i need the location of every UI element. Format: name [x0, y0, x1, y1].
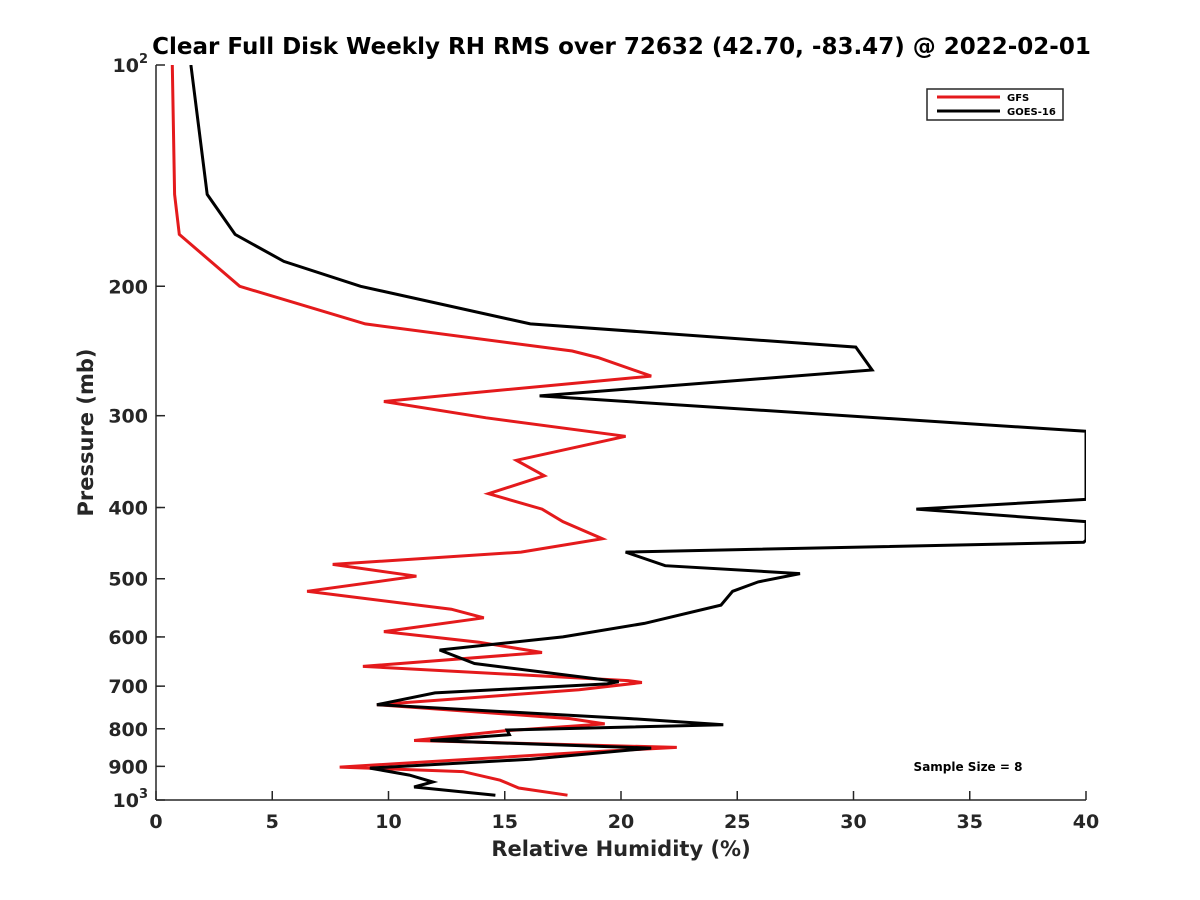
- x-tick-label: 0: [149, 811, 162, 833]
- y-tick-label: 102: [113, 52, 149, 77]
- x-axis-label: Relative Humidity (%): [491, 837, 750, 861]
- y-tick-label-exponent: 2: [139, 52, 148, 67]
- legend: GFS GOES-16: [926, 88, 1064, 121]
- y-axis-label: Pressure (mb): [74, 349, 98, 517]
- x-tick-label: 20: [608, 811, 634, 833]
- x-tick-label: 30: [840, 811, 866, 833]
- y-tick-label-base: 800: [108, 719, 148, 741]
- series-line-gfs: [170, 65, 677, 797]
- plot-area: [156, 65, 1086, 800]
- x-tick-label: 40: [1073, 811, 1099, 833]
- y-tick-label: 500: [108, 569, 148, 591]
- y-tick-label-base: 200: [108, 276, 148, 298]
- series-layer: [170, 65, 1086, 797]
- y-tick-label: 600: [108, 627, 148, 649]
- y-tick-label-base: 10: [113, 55, 139, 77]
- legend-entry-label: GOES-16: [1007, 107, 1056, 118]
- series-line-goes-16: [189, 65, 1086, 797]
- y-tick-label: 200: [108, 276, 148, 298]
- y-tick-label: 400: [108, 498, 148, 520]
- sample-size-annotation: Sample Size = 8: [914, 760, 1023, 774]
- y-tick-label-base: 700: [108, 676, 148, 698]
- chart-title: Clear Full Disk Weekly RH RMS over 72632…: [152, 34, 1091, 60]
- x-tick-label: 25: [724, 811, 750, 833]
- x-tick-label: 15: [492, 811, 518, 833]
- y-tick-label-base: 900: [108, 756, 148, 778]
- y-tick-label-base: 600: [108, 627, 148, 649]
- y-tick-label-base: 300: [108, 406, 148, 428]
- y-tick-label: 800: [108, 719, 148, 741]
- legend-entry-label: GFS: [1007, 93, 1029, 104]
- x-tick-label: 35: [957, 811, 983, 833]
- y-tick-label: 900: [108, 756, 148, 778]
- y-tick-label-base: 500: [108, 569, 148, 591]
- y-tick-label: 103: [113, 787, 149, 812]
- x-tick-label: 10: [375, 811, 401, 833]
- x-tick-label: 5: [266, 811, 279, 833]
- y-tick-label: 300: [108, 406, 148, 428]
- y-tick-label: 700: [108, 676, 148, 698]
- x-axis-ticks: 0 5 10 15 20 25 30 35 40: [149, 791, 1099, 833]
- legend-box: [926, 88, 1064, 121]
- y-tick-label-base: 10: [113, 790, 139, 812]
- y-tick-label-base: 400: [108, 498, 148, 520]
- y-tick-label-exponent: 3: [139, 787, 148, 802]
